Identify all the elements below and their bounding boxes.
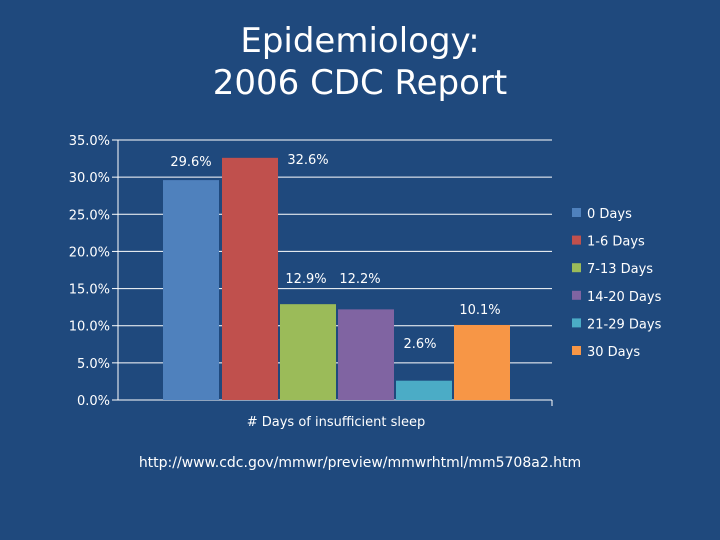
y-tick-label: 30.0% [69,171,110,186]
legend-swatch [572,263,581,273]
data-label: 10.1% [459,303,500,318]
data-label: 32.6% [287,153,328,168]
y-tick-label: 25.0% [69,208,110,223]
legend-swatch [572,346,581,355]
y-tick-label: 10.0% [69,320,110,335]
source-url: http://www.cdc.gov/mmwr/preview/mmwrhtml… [138,455,582,471]
data-label: 29.6% [170,155,211,170]
y-tick-label: 20.0% [69,245,110,260]
legend-swatch [572,290,581,300]
x-axis-label: # Days of insufficient sleep [247,415,426,430]
data-label: 12.9% [285,272,326,287]
y-tick-label: 0.0% [77,394,110,409]
chart-title: Epidemiology: 2006 CDC Report [0,20,720,104]
legend-label: 1-6 Days [587,235,645,250]
bar [338,309,394,400]
bar [454,324,510,400]
bar [396,380,452,400]
data-label: 2.6% [403,337,436,352]
legend-swatch [572,208,581,217]
legend-swatch [572,318,581,328]
legend-label: 14-20 Days [587,290,662,305]
legend-label: 0 Days [587,207,632,222]
legend-label: 30 Days [587,345,640,360]
y-tick-label: 35.0% [69,134,110,149]
legend-swatch [572,235,581,245]
data-label: 12.2% [339,272,380,287]
title-line-1: Epidemiology: [240,21,480,61]
legend-label: 21-29 Days [587,317,662,332]
bar [280,304,336,400]
y-tick-label: 5.0% [77,357,110,372]
legend-label: 7-13 Days [587,262,653,277]
title-line-2: 2006 CDC Report [212,63,508,103]
bar [222,157,278,400]
y-tick-label: 15.0% [69,283,110,298]
bar [163,180,219,400]
